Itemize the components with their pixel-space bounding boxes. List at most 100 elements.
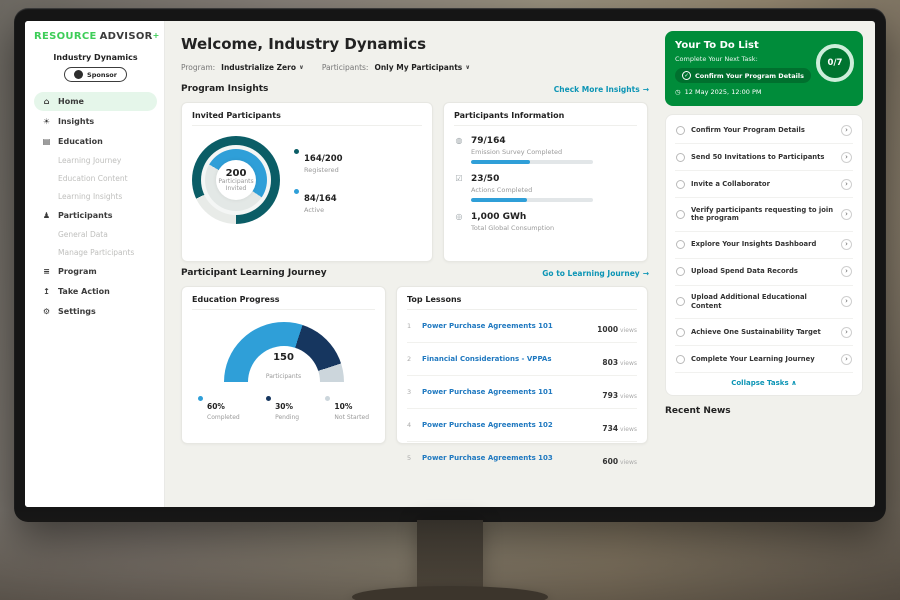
education-progress-card: Education Progress 150 Participants — [181, 286, 386, 444]
sidebar-item-label: Education Content — [58, 174, 128, 183]
info-row: ◎ 1,000 GWh Total Global Consumption — [454, 212, 637, 236]
lesson-row: 3 Power Purchase Agreements 101 793 views — [407, 376, 637, 409]
info-progress-track — [471, 160, 593, 164]
education-legend-item: 30% Pending — [266, 394, 299, 421]
task-checkbox[interactable] — [676, 327, 685, 337]
info-row: ◍ 79/164 Emission Survey Completed — [454, 136, 637, 164]
screen: RESOURCE ADVISOR+ Industry Dynamics Spons… — [25, 21, 875, 507]
monitor-stand-base — [352, 586, 548, 600]
sidebar-item-home[interactable]: ⌂ Home — [34, 92, 157, 111]
sidebar-item-label: Manage Participants — [58, 248, 135, 257]
sidebar-item-settings[interactable]: ⚙ Settings — [34, 302, 157, 321]
chevron-down-icon: ∨ — [465, 64, 471, 71]
task-checkbox[interactable] — [676, 125, 685, 135]
brand-logo: RESOURCE ADVISOR+ — [34, 31, 159, 42]
todo-task-row: Verify participants requesting to join t… — [675, 198, 853, 232]
lesson-link[interactable]: Financial Considerations - VPPAs — [422, 355, 552, 363]
todo-tasks-card: Confirm Your Program Details › Send 50 I… — [665, 114, 863, 397]
gauge-center-value: 150 — [273, 352, 294, 363]
task-open-button[interactable]: › — [841, 208, 852, 220]
todo-task-row: Send 50 Invitations to Participants › — [675, 144, 853, 171]
task-checkbox[interactable] — [676, 297, 685, 307]
invited-participants-donut: 200 Participants Invited — [192, 136, 280, 224]
education-legend-item: 60% Completed — [198, 394, 240, 421]
filters-bar: Program: Industrialize Zero ∨ Participan… — [181, 63, 651, 72]
arrow-right-icon: → — [642, 268, 649, 278]
task-open-button[interactable]: › — [841, 266, 852, 278]
chevron-down-icon: ∨ — [298, 64, 304, 71]
program-select[interactable]: Industrialize Zero ∨ — [221, 63, 304, 72]
lesson-link[interactable]: Power Purchase Agreements 102 — [422, 421, 553, 429]
sidebar-item-manage-participants[interactable]: Manage Participants — [34, 244, 157, 261]
actions-icon: ☑ — [455, 174, 463, 183]
check-more-insights-link[interactable]: Check More Insights → — [553, 84, 649, 94]
insights-icon: ☀ — [42, 117, 51, 126]
task-open-button[interactable]: › — [841, 353, 852, 365]
brand-word-resource: RESOURCE — [34, 31, 97, 42]
task-open-button[interactable]: › — [841, 151, 852, 163]
home-icon: ⌂ — [43, 97, 50, 106]
sidebar-item-label: Education — [58, 137, 103, 146]
sidebar-item-label: Learning Journey — [58, 156, 122, 165]
sidebar-item-learning-insights[interactable]: Learning Insights — [34, 188, 157, 205]
task-open-button[interactable]: › — [841, 326, 852, 338]
program-insights-header: Program Insights Check More Insights → — [181, 84, 649, 94]
org-name: Industry Dynamics — [53, 53, 138, 62]
sidebar-item-learning-journey[interactable]: Learning Journey — [34, 152, 157, 169]
education-legend-dot — [266, 396, 272, 401]
task-checkbox[interactable] — [676, 267, 685, 277]
brand-word-advisor: ADVISOR — [99, 31, 153, 42]
sidebar-item-education-content[interactable]: Education Content — [34, 170, 157, 187]
task-checkbox[interactable] — [676, 179, 685, 189]
page-title: Welcome, Industry Dynamics — [181, 35, 427, 53]
todo-task-row: Invite a Collaborator › — [675, 171, 853, 198]
recent-news-header: Recent News — [665, 406, 731, 417]
task-open-button[interactable]: › — [841, 296, 852, 308]
sidebar-item-education[interactable]: ▤ Education — [34, 132, 157, 151]
task-open-button[interactable]: › — [841, 124, 852, 136]
section-title: Program Insights — [181, 84, 269, 94]
task-open-button[interactable]: › — [841, 239, 852, 251]
info-progress-track — [471, 198, 593, 202]
task-checkbox[interactable] — [676, 354, 685, 364]
lesson-link[interactable]: Power Purchase Agreements 101 — [422, 388, 553, 396]
task-open-button[interactable]: › — [841, 178, 852, 190]
insights-cards-row: Invited Participants 200 Participants In… — [181, 102, 651, 262]
todo-task-row: Confirm Your Program Details › — [675, 117, 853, 144]
card-title: Participants Information — [454, 111, 637, 126]
invited-legend: 164/200 Registered 84/164 Active — [294, 146, 343, 214]
lesson-link[interactable]: Power Purchase Agreements 103 — [422, 454, 553, 462]
task-checkbox[interactable] — [676, 240, 685, 250]
program-select-value: Industrialize Zero — [221, 63, 296, 72]
donut-center-label: Participants Invited — [218, 177, 254, 192]
todo-title: Your To Do List — [675, 40, 759, 51]
take-action-icon: ↥ — [43, 287, 50, 296]
sidebar-item-label: Take Action — [58, 287, 110, 296]
sidebar-item-participants[interactable]: ♟ Participants — [34, 206, 157, 225]
card-title: Top Lessons — [407, 295, 637, 310]
invited-legend-item: 84/164 Active — [294, 186, 343, 214]
participants-icon: ♟ — [42, 211, 51, 220]
go-to-learning-journey-link[interactable]: Go to Learning Journey → — [542, 268, 649, 278]
sponsor-badge[interactable]: Sponsor — [64, 67, 127, 82]
card-title: Education Progress — [192, 295, 375, 310]
sidebar-item-label: Participants — [58, 211, 113, 220]
sidebar-item-take-action[interactable]: ↥ Take Action — [34, 282, 157, 301]
sidebar-item-label: Home — [58, 97, 84, 106]
todo-task-row: Achieve One Sustainability Target › — [675, 319, 853, 347]
sidebar-item-insights[interactable]: ☀ Insights — [34, 112, 157, 131]
participants-select[interactable]: Only My Participants ∨ — [374, 63, 470, 72]
lesson-link[interactable]: Power Purchase Agreements 101 — [422, 322, 553, 330]
todo-due: ◷ 12 May 2025, 12:00 PM — [675, 88, 762, 96]
next-task-pill[interactable]: ✓ Confirm Your Program Details — [675, 68, 811, 83]
collapse-tasks-button[interactable]: Collapse Tasks ∧ — [731, 379, 797, 388]
todo-subtitle: Complete Your Next Task: — [675, 55, 758, 63]
sidebar-item-program[interactable]: ≡ Program — [34, 262, 157, 281]
task-checkbox[interactable] — [676, 209, 685, 219]
todo-summary-card: Your To Do List 0/7 Complete Your Next T… — [665, 31, 863, 106]
lesson-row: 1 Power Purchase Agreements 101 1000 view… — [407, 310, 637, 343]
task-checkbox[interactable] — [676, 152, 685, 162]
education-progress-gauge: 150 Participants — [223, 322, 344, 382]
sidebar-item-general-data[interactable]: General Data — [34, 226, 157, 243]
